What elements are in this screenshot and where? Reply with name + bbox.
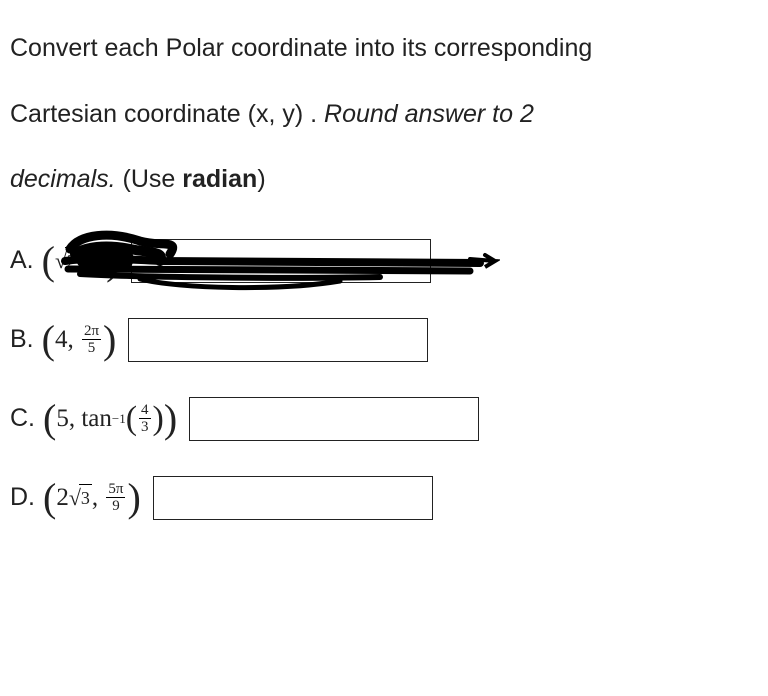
option-d-label: D. [10, 479, 35, 517]
instruction-text-3c: radian [182, 165, 257, 193]
comma-c: , [69, 400, 82, 438]
frac-b-den: 5 [86, 340, 98, 357]
frac-b: 2π 5 [82, 323, 101, 357]
instruction-text-2a: Cartesian coordinate (x, y) . [10, 100, 324, 128]
rparen-icon: ) [103, 324, 116, 356]
frac-a: π 4 [93, 244, 105, 278]
comma-b: , [67, 321, 80, 359]
comma-a: , [78, 242, 91, 280]
option-c-func: tan [81, 400, 112, 438]
option-d-row: D. ( 2 √ 3 , 5π 9 ) [10, 476, 758, 520]
frac-b-num: 2π [82, 323, 101, 341]
option-d-coef: 2 [56, 479, 69, 517]
option-b-value1: 4 [55, 321, 68, 359]
option-c-row: C. ( 5 , tan−1 ( 4 3 ) ) [10, 397, 758, 441]
rparen-icon: ) [127, 482, 140, 514]
lparen-icon: ( [43, 482, 56, 514]
answer-input-c[interactable] [189, 397, 479, 441]
instruction-line-1: Convert each Polar coordinate into its c… [10, 30, 758, 68]
lparen-icon: ( [43, 403, 56, 435]
rparen-inner-icon: ) [153, 405, 164, 432]
option-b-row: B. ( 4 , 2π 5 ) [10, 318, 758, 362]
lparen-icon: ( [42, 245, 55, 277]
lparen-inner-icon: ( [126, 405, 137, 432]
answer-input-a[interactable] [131, 239, 431, 283]
frac-c-num: 4 [139, 402, 151, 420]
option-a-math: ( √ 2 , π 4 ) [42, 242, 120, 280]
instructions-block: Convert each Polar coordinate into its c… [10, 30, 758, 199]
rparen-icon: ) [106, 245, 119, 277]
rparen-icon: ) [164, 403, 177, 435]
option-d-math: ( 2 √ 3 , 5π 9 ) [43, 479, 141, 517]
lparen-icon: ( [42, 324, 55, 356]
comma-d: , [92, 479, 105, 517]
instruction-text-3b: (Use [116, 165, 183, 193]
instruction-text-2b: Round answer to 2 [324, 100, 534, 128]
option-c-value1: 5 [56, 400, 69, 438]
frac-a-den: 4 [93, 261, 105, 278]
option-c-label: C. [10, 400, 35, 438]
sqrt-d: √ 3 [69, 481, 92, 514]
frac-a-num: π [93, 244, 105, 262]
instruction-line-3: decimals. (Use radian) [10, 161, 758, 199]
instruction-text-1: Convert each Polar coordinate into its c… [10, 34, 592, 62]
option-a-row: A. ( √ 2 , π 4 ) [10, 239, 758, 283]
option-c-math: ( 5 , tan−1 ( 4 3 ) ) [43, 400, 177, 438]
instruction-text-3d: ) [257, 165, 265, 193]
frac-d-num: 5π [106, 481, 125, 499]
instruction-text-3a: decimals. [10, 165, 116, 193]
option-b-label: B. [10, 321, 34, 359]
sqrt-a: √ 2 [55, 244, 78, 277]
frac-c-den: 3 [139, 419, 151, 436]
option-a-label: A. [10, 242, 34, 280]
answer-input-d[interactable] [153, 476, 433, 520]
frac-d: 5π 9 [106, 481, 125, 515]
option-c-exp: −1 [112, 409, 126, 429]
frac-d-den: 9 [110, 498, 122, 515]
answer-input-b[interactable] [128, 318, 428, 362]
sqrt-content-d: 3 [79, 484, 92, 512]
frac-c: 4 3 [139, 402, 151, 436]
option-b-math: ( 4 , 2π 5 ) [42, 321, 117, 359]
sqrt-content-a: 2 [65, 247, 78, 275]
instruction-line-2: Cartesian coordinate (x, y) . Round answ… [10, 96, 758, 134]
